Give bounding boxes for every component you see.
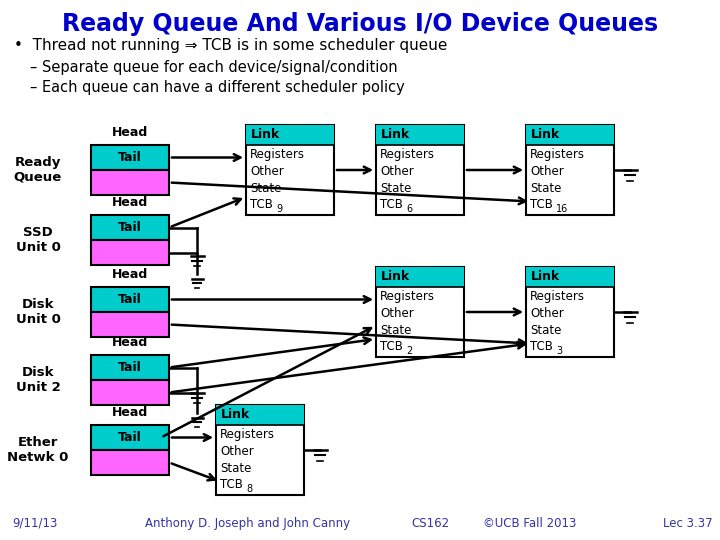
Text: Other: Other [380, 165, 414, 178]
Bar [246, 125, 334, 215]
Bar [376, 125, 464, 215]
Text: Registers: Registers [250, 148, 305, 161]
Bar [91, 450, 169, 475]
Text: Link: Link [251, 129, 280, 141]
Text: Other: Other [530, 165, 564, 178]
Text: Ether
Netwk 0: Ether Netwk 0 [7, 436, 68, 464]
Text: TCB: TCB [530, 199, 553, 212]
Bar [91, 312, 169, 337]
Text: Ready
Queue: Ready Queue [14, 156, 62, 184]
Bar [91, 355, 169, 380]
Text: Ready Queue And Various I/O Device Queues: Ready Queue And Various I/O Device Queue… [62, 12, 658, 36]
Text: Registers: Registers [380, 148, 435, 161]
Text: 2: 2 [406, 346, 413, 356]
Bar [526, 267, 614, 287]
Text: Tail: Tail [118, 221, 142, 234]
Bar [91, 380, 169, 405]
Text: Tail: Tail [118, 361, 142, 374]
Text: Head: Head [112, 406, 148, 419]
Text: CS162: CS162 [411, 517, 449, 530]
Text: Other: Other [250, 165, 284, 178]
Bar [376, 267, 464, 287]
Text: Tail: Tail [118, 293, 142, 306]
Bar [526, 267, 614, 357]
Bar [91, 215, 169, 240]
Text: Other: Other [220, 445, 253, 458]
Bar [246, 125, 334, 145]
Text: Disk
Unit 2: Disk Unit 2 [16, 366, 60, 394]
Bar [91, 240, 169, 265]
Text: •  Thread not running ⇒ TCB is in some scheduler queue: • Thread not running ⇒ TCB is in some sc… [14, 38, 447, 53]
Text: 3: 3 [556, 346, 562, 356]
Text: 8: 8 [246, 484, 252, 494]
Text: 6: 6 [406, 204, 412, 214]
Text: State: State [380, 182, 411, 195]
Bar [91, 287, 169, 312]
Text: 16: 16 [556, 204, 568, 214]
Text: Link: Link [531, 271, 560, 284]
Bar [526, 125, 614, 215]
Text: State: State [530, 182, 562, 195]
Text: Registers: Registers [530, 291, 585, 303]
Text: Registers: Registers [530, 148, 585, 161]
Bar [526, 125, 614, 145]
Text: Anthony D. Joseph and John Canny: Anthony D. Joseph and John Canny [145, 517, 351, 530]
Text: Tail: Tail [118, 431, 142, 444]
Bar [91, 170, 169, 195]
Text: TCB: TCB [530, 341, 553, 354]
Text: – Separate queue for each device/signal/condition: – Separate queue for each device/signal/… [30, 60, 397, 75]
Text: Head: Head [112, 126, 148, 139]
Bar [216, 405, 304, 425]
Text: – Each queue can have a different scheduler policy: – Each queue can have a different schedu… [30, 80, 405, 95]
Text: Head: Head [112, 336, 148, 349]
Text: Link: Link [381, 129, 410, 141]
Text: Tail: Tail [118, 151, 142, 164]
Bar [376, 125, 464, 145]
Text: Link: Link [381, 271, 410, 284]
Text: Head: Head [112, 196, 148, 209]
Text: Disk
Unit 0: Disk Unit 0 [16, 298, 60, 326]
Text: Registers: Registers [220, 428, 275, 441]
Text: 9/11/13: 9/11/13 [12, 517, 58, 530]
Text: State: State [220, 462, 251, 475]
Text: Link: Link [221, 408, 251, 421]
Text: Registers: Registers [380, 291, 435, 303]
Text: Head: Head [112, 268, 148, 281]
Text: ©UCB Fall 2013: ©UCB Fall 2013 [483, 517, 577, 530]
Bar [216, 405, 304, 495]
Text: Lec 3.37: Lec 3.37 [663, 517, 713, 530]
Text: Link: Link [531, 129, 560, 141]
Text: 9: 9 [276, 204, 282, 214]
Bar [91, 425, 169, 450]
Text: TCB: TCB [250, 199, 273, 212]
Text: Other: Other [380, 307, 414, 320]
Bar [91, 145, 169, 170]
Text: TCB: TCB [380, 341, 403, 354]
Text: Other: Other [530, 307, 564, 320]
Text: State: State [380, 324, 411, 337]
Text: TCB: TCB [380, 199, 403, 212]
Text: TCB: TCB [220, 478, 243, 491]
Bar [376, 267, 464, 357]
Text: State: State [530, 324, 562, 337]
Text: SSD
Unit 0: SSD Unit 0 [16, 226, 60, 254]
Text: State: State [250, 182, 282, 195]
